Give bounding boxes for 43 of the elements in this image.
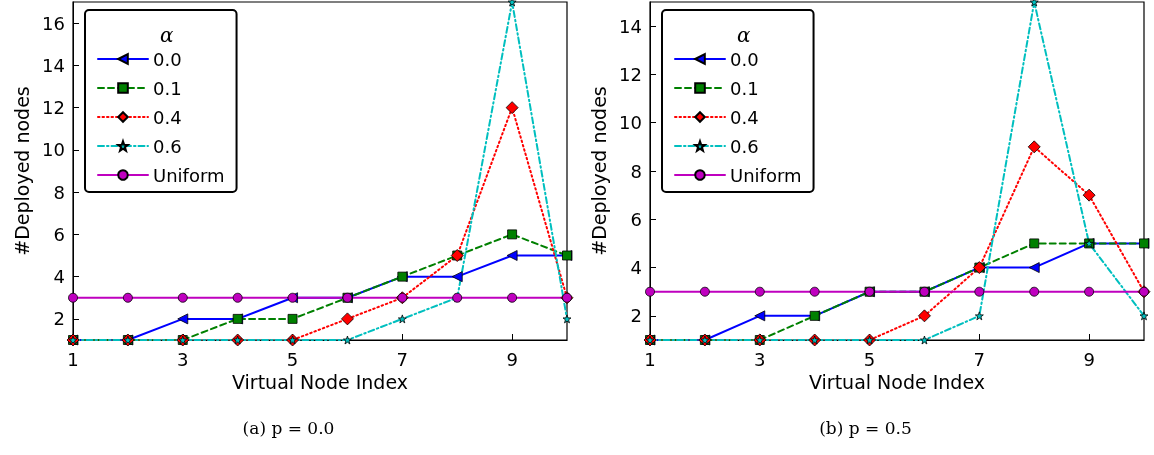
legend-label: 0.6	[153, 135, 182, 157]
legend-label: 0.4	[730, 106, 759, 128]
x-tick-label: 9	[1083, 348, 1095, 370]
legend-label: Uniform	[153, 164, 225, 186]
y-tick-label: 8	[630, 160, 642, 182]
x-tick-label: 5	[286, 348, 299, 370]
legend-label: 0.6	[730, 135, 759, 157]
x-tick-label: 3	[177, 348, 189, 370]
x-axis-title: Virtual Node Index	[808, 371, 986, 394]
y-tick-label: 2	[630, 305, 642, 327]
legend-title: α	[737, 23, 751, 47]
x-tick-label: 7	[396, 348, 409, 370]
x-tick-label: 1	[644, 348, 656, 370]
legend-label: 0.4	[153, 106, 182, 128]
y-tick-label: 4	[53, 266, 65, 288]
y-tick-label: 8	[53, 181, 65, 203]
y-tick-label: 4	[630, 257, 642, 279]
x-tick-label: 7	[973, 348, 986, 370]
text: (a) p = 0.0	[242, 417, 335, 438]
y-axis-title: #Deployed nodes	[10, 86, 33, 256]
y-tick-label: 12	[619, 63, 642, 85]
x-axis-title: Virtual Node Index	[231, 371, 409, 394]
legend-label: 0.0	[153, 48, 182, 70]
x-tick-label: 1	[67, 348, 79, 370]
x-tick-label: 3	[754, 348, 766, 370]
y-tick-label: 10	[619, 112, 642, 134]
legend-label: 0.1	[730, 77, 759, 99]
legend-label: Uniform	[730, 164, 802, 186]
y-tick-label: 14	[42, 54, 65, 76]
y-tick-label: 6	[630, 208, 642, 230]
y-axis-title: #Deployed nodes	[587, 86, 610, 256]
legend-title: α	[160, 23, 174, 47]
y-tick-label: 2	[53, 308, 65, 330]
y-tick-label: 10	[42, 139, 65, 161]
legend-label: 0.1	[153, 77, 182, 99]
y-tick-label: 16	[42, 12, 65, 34]
text: (b) p = 0.5	[819, 417, 912, 438]
y-tick-label: 14	[619, 15, 642, 37]
legend-label: 0.0	[730, 48, 759, 70]
x-tick-label: 5	[863, 348, 876, 370]
y-tick-label: 6	[53, 223, 65, 245]
y-tick-label: 12	[42, 97, 65, 119]
x-tick-label: 9	[506, 348, 518, 370]
